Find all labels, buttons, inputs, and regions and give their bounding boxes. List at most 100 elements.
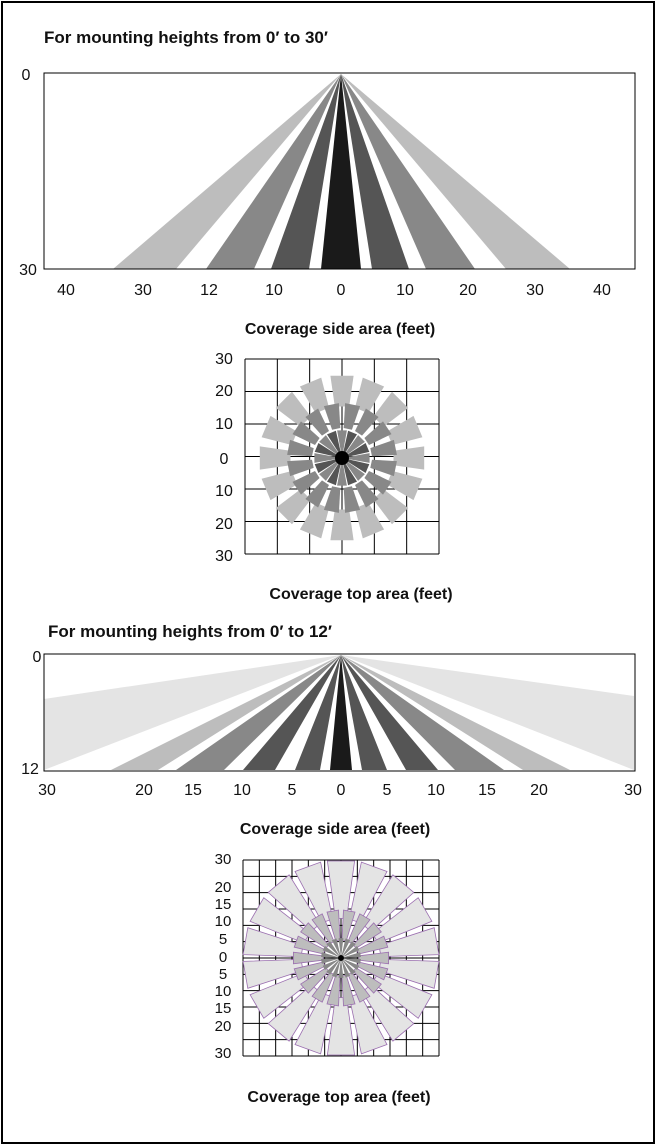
top2-inner-wedge [343, 946, 360, 957]
top2-mid-wedge [311, 971, 335, 1003]
side1-beam [113, 74, 341, 269]
side2-x-tick: 30 [38, 782, 56, 799]
side1-x-ticks: 40 30 12 10 0 10 20 30 40 [57, 282, 611, 299]
side2-y-top-label: 0 [33, 649, 42, 666]
top2-y-tick: 20 [215, 879, 232, 896]
side1-beams [113, 74, 570, 269]
top2-caption: Coverage top area (feet) [247, 1089, 430, 1106]
top1-outer-wedge [386, 415, 423, 445]
side1-beam [206, 74, 341, 269]
side1-x-tick: 40 [57, 282, 75, 299]
top1-y-tick: 10 [215, 416, 233, 433]
top2-y-tick: 30 [215, 851, 232, 868]
side1-beam [341, 74, 409, 269]
top1-outer-wedge [259, 446, 291, 470]
top1-inner-wedge [314, 453, 337, 463]
side1-beam [341, 74, 475, 269]
top1-inner-wedge [337, 430, 347, 453]
side2-y-bottom-label: 12 [21, 761, 39, 778]
top2-inner-wedge [341, 960, 351, 978]
top1-inner-wedge [319, 461, 339, 481]
side1-frame [43, 72, 636, 270]
top2-mid-wedge [356, 935, 389, 955]
top1-y-tick: 10 [215, 483, 233, 500]
side2-x-tick: 5 [383, 782, 392, 799]
top1-y-tick: 30 [215, 351, 233, 368]
top1-mid-wedge [343, 486, 361, 513]
side1-x-tick: 40 [593, 282, 611, 299]
top1-mid-wedge [323, 403, 341, 430]
top1-mid-wedge [287, 459, 314, 477]
top2-inner-wedge [342, 941, 356, 956]
top2-mid-wedge [326, 974, 341, 1007]
top1-pattern [259, 375, 425, 541]
side1-x-tick: 10 [265, 282, 283, 299]
top2-mid-wedge [326, 909, 341, 942]
top1-outer-wedge [275, 489, 311, 525]
side2-beam [111, 655, 341, 770]
top1-y-tick: 30 [215, 548, 233, 565]
top2-mid-wedge [293, 961, 326, 981]
side2-x-tick: 15 [478, 782, 496, 799]
top2-mid-wedge [352, 922, 382, 949]
side2-beam [341, 655, 438, 770]
side1-x-tick: 10 [396, 282, 414, 299]
top1-mid-wedge [355, 408, 379, 436]
top1-outer-wedge [330, 375, 354, 407]
top2-y-tick: 5 [219, 966, 227, 983]
top1-mid-wedge [355, 480, 379, 508]
side1-x-tick: 20 [459, 282, 477, 299]
side2-x-tick: 15 [184, 782, 202, 799]
top2-inner-wedge [331, 938, 341, 956]
top2-outer-wedge [326, 997, 356, 1056]
side2-x-tick: 10 [427, 782, 445, 799]
top2-y-tick: 15 [215, 896, 232, 913]
side2-frame [43, 653, 636, 772]
side2-beam [341, 655, 634, 770]
top2-inner-wedge [321, 958, 339, 964]
side2-beam [341, 655, 387, 770]
side1-beam [321, 74, 361, 269]
top1-inner-wedge [347, 459, 370, 473]
top2-y-tick: 5 [219, 931, 227, 948]
top2-inner-wedge [326, 941, 340, 956]
section2-heading: For mounting heights from 0′ to 12′ [48, 622, 332, 641]
side2-x-tick: 20 [530, 782, 548, 799]
top1-mid-wedge [292, 421, 320, 445]
top1-mid-wedge [370, 439, 397, 457]
side2-beam [341, 655, 504, 770]
top1-y-ticks: 30 20 10 0 10 20 30 [215, 351, 233, 565]
top1-inner-wedge [327, 430, 341, 453]
side2-caption: Coverage side area (feet) [240, 821, 430, 838]
top2-inner-wedge [331, 960, 341, 978]
top1-inner-wedge [345, 461, 365, 481]
top1-outer-wedge [393, 446, 425, 470]
top2-inner-wedge [322, 946, 339, 957]
top1-mid-wedge [370, 459, 397, 477]
top2-mid-wedge [300, 922, 330, 949]
top1-inner-wedge [347, 453, 370, 463]
top1-outer-wedge [330, 509, 354, 541]
top-view-12ft: 30 20 15 10 5 0 5 10 15 20 30 Coverage t… [215, 851, 440, 1106]
side-view-30ft: 0 30 40 30 12 10 0 10 20 30 40 Coverage … [19, 67, 636, 338]
top2-inner-wedge [343, 959, 360, 970]
top2-mid-wedge [311, 913, 335, 945]
top2-mid-wedge [358, 951, 390, 965]
top1-y-tick: 20 [215, 516, 233, 533]
top2-inner-wedge [321, 952, 339, 958]
top2-pattern [242, 860, 440, 1056]
top1-inner-wedge [314, 443, 337, 457]
side2-x-tick: 30 [624, 782, 642, 799]
top2-sensor-center [338, 955, 344, 961]
top2-inner-wedge [341, 938, 351, 956]
top1-mid-wedge [323, 486, 341, 513]
top1-outer-wedge [355, 377, 385, 414]
top1-mid-wedge [364, 421, 392, 445]
top2-y-tick: 0 [219, 949, 227, 966]
top1-outer-wedge [261, 415, 298, 445]
top2-y-tick: 10 [215, 913, 232, 930]
side1-x-tick: 30 [134, 282, 152, 299]
top1-mid-wedge [305, 480, 329, 508]
side1-x-tick: 30 [526, 282, 544, 299]
